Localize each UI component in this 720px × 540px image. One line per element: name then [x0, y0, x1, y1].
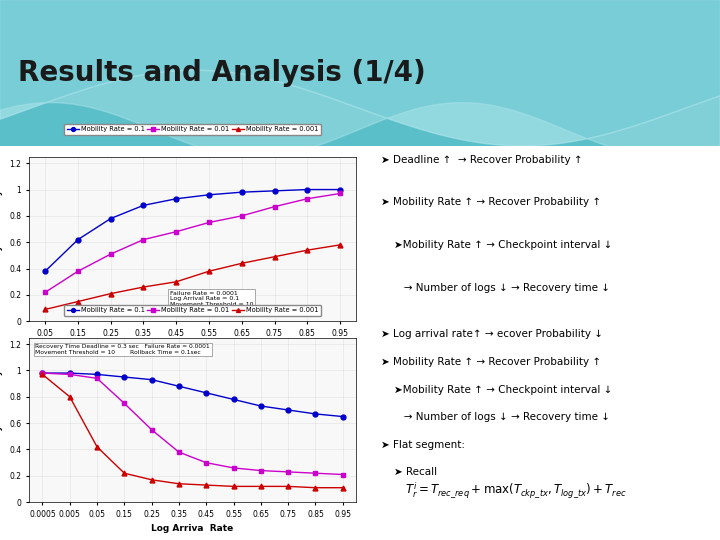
Mobility Rate = 0.001	[202, 482, 210, 488]
Mobility Rate = 0.01	[256, 467, 265, 474]
Polygon shape	[0, 146, 720, 540]
Mobility Rate = 0.1	[66, 370, 74, 376]
Mobility Rate = 0.001	[38, 371, 47, 377]
Mobility Rate = 0.01	[41, 289, 50, 295]
Text: ➤ Log arrival rate↑ → ecover Probability ↓: ➤ Log arrival rate↑ → ecover Probability…	[381, 329, 603, 339]
Mobility Rate = 0.1	[270, 187, 279, 194]
Mobility Rate = 0.001	[120, 470, 129, 476]
Mobility Rate = 0.01	[229, 465, 238, 471]
Mobility Rate = 0.001	[256, 483, 265, 490]
Mobility Rate = 0.1	[238, 189, 246, 195]
Mobility Rate = 0.1	[148, 376, 156, 383]
Mobility Rate = 0.01	[338, 471, 347, 478]
Mobility Rate = 0.01	[303, 195, 312, 202]
X-axis label: Recovery Time Deadline (sec): Recovery Time Deadline (sec)	[117, 343, 269, 353]
Mobility Rate = 0.01	[336, 190, 344, 197]
Text: → Number of logs ↓ → Recovery time ↓: → Number of logs ↓ → Recovery time ↓	[381, 412, 610, 422]
Mobility Rate = 0.001	[270, 253, 279, 260]
Mobility Rate = 0.01	[172, 228, 181, 235]
Text: ➤ Mobility Rate ↑ → Recover Probability ↑: ➤ Mobility Rate ↑ → Recover Probability …	[381, 198, 601, 207]
Mobility Rate = 0.01	[93, 375, 102, 382]
Text: Failure Rate = 0.0001
Log Arrival Rate = 0.1
Movement Threshold = 10
Rollback Ti: Failure Rate = 0.0001 Log Arrival Rate =…	[170, 291, 253, 313]
Mobility Rate = 0.1	[120, 374, 129, 380]
Mobility Rate = 0.1	[229, 396, 238, 403]
Mobility Rate = 0.001	[175, 481, 184, 487]
Mobility Rate = 0.001	[172, 279, 181, 285]
Mobility Rate = 0.1	[73, 237, 82, 243]
Mobility Rate = 0.001	[204, 268, 213, 274]
Line: Mobility Rate = 0.001: Mobility Rate = 0.001	[42, 242, 343, 312]
Mobility Rate = 0.001	[73, 298, 82, 305]
Mobility Rate = 0.001	[148, 477, 156, 483]
Mobility Rate = 0.1	[284, 407, 292, 413]
Line: Mobility Rate = 0.01: Mobility Rate = 0.01	[42, 191, 343, 295]
Mobility Rate = 0.001	[93, 444, 102, 450]
Text: ➤ Recall: ➤ Recall	[381, 468, 437, 477]
Text: ➤ Deadline ↑  → Recover Probability ↑: ➤ Deadline ↑ → Recover Probability ↑	[381, 155, 582, 165]
Mobility Rate = 0.01	[175, 449, 184, 455]
Text: ➤Mobility Rate ↑ → Checkpoint interval ↓: ➤Mobility Rate ↑ → Checkpoint interval ↓	[381, 384, 613, 395]
Mobility Rate = 0.01	[38, 370, 47, 376]
Mobility Rate = 0.001	[41, 306, 50, 313]
Mobility Rate = 0.1	[338, 413, 347, 420]
Mobility Rate = 0.001	[238, 260, 246, 267]
Mobility Rate = 0.1	[93, 371, 102, 377]
Mobility Rate = 0.001	[139, 284, 148, 291]
Mobility Rate = 0.1	[172, 195, 181, 202]
Mobility Rate = 0.001	[336, 241, 344, 248]
Mobility Rate = 0.1	[256, 403, 265, 409]
Mobility Rate = 0.001	[303, 247, 312, 253]
Line: Mobility Rate = 0.1: Mobility Rate = 0.1	[42, 187, 343, 274]
Line: Mobility Rate = 0.01: Mobility Rate = 0.01	[40, 370, 345, 477]
Legend: Mobility Rate = 0.1, Mobility Rate = 0.01, Mobility Rate = 0.001: Mobility Rate = 0.1, Mobility Rate = 0.0…	[64, 124, 321, 135]
Mobility Rate = 0.1	[336, 186, 344, 193]
Mobility Rate = 0.01	[73, 268, 82, 274]
Mobility Rate = 0.01	[284, 469, 292, 475]
Mobility Rate = 0.1	[175, 383, 184, 389]
Mobility Rate = 0.01	[139, 237, 148, 243]
Mobility Rate = 0.1	[204, 192, 213, 198]
Mobility Rate = 0.001	[229, 483, 238, 490]
Mobility Rate = 0.01	[270, 204, 279, 210]
Text: $T_r^i = T_{rec\_req} + \max(T_{ckp\_tx}, T_{log\_tx}) + T_{rec}$: $T_r^i = T_{rec\_req} + \max(T_{ckp\_tx}…	[405, 480, 626, 500]
Mobility Rate = 0.1	[202, 389, 210, 396]
Mobility Rate = 0.001	[338, 484, 347, 491]
Text: ➤ Mobility Rate ↑ → Recover Probability ↑: ➤ Mobility Rate ↑ → Recover Probability …	[381, 357, 601, 367]
Mobility Rate = 0.001	[311, 484, 320, 491]
Y-axis label: Recovery Probability: Recovery Probability	[0, 370, 4, 469]
Mobility Rate = 0.01	[120, 400, 129, 407]
Mobility Rate = 0.001	[107, 291, 115, 297]
Text: ➤ Flat segment:: ➤ Flat segment:	[381, 440, 465, 450]
Line: Mobility Rate = 0.001: Mobility Rate = 0.001	[40, 372, 345, 490]
Polygon shape	[0, 0, 720, 146]
Mobility Rate = 0.01	[202, 460, 210, 466]
Mobility Rate = 0.1	[139, 202, 148, 208]
Legend: Mobility Rate = 0.1, Mobility Rate = 0.01, Mobility Rate = 0.001: Mobility Rate = 0.1, Mobility Rate = 0.0…	[64, 305, 321, 316]
Mobility Rate = 0.01	[311, 470, 320, 476]
Mobility Rate = 0.1	[303, 186, 312, 193]
Mobility Rate = 0.1	[41, 268, 50, 274]
Mobility Rate = 0.01	[66, 371, 74, 377]
Mobility Rate = 0.01	[107, 251, 115, 258]
Text: Recovery Time Deadline = 0.3 sec   Failure Rate = 0.0001
Movement Threshold = 10: Recovery Time Deadline = 0.3 sec Failure…	[35, 344, 210, 355]
Text: → Number of logs ↓ → Recovery time ↓: → Number of logs ↓ → Recovery time ↓	[381, 283, 610, 293]
Mobility Rate = 0.1	[311, 411, 320, 417]
Mobility Rate = 0.01	[238, 213, 246, 219]
Text: Results and Analysis (1/4): Results and Analysis (1/4)	[18, 59, 426, 87]
X-axis label: Log Arriva  Rate: Log Arriva Rate	[151, 524, 234, 534]
Text: ➤Mobility Rate ↑ → Checkpoint interval ↓: ➤Mobility Rate ↑ → Checkpoint interval ↓	[381, 240, 613, 250]
Mobility Rate = 0.1	[38, 370, 47, 376]
Mobility Rate = 0.01	[148, 427, 156, 433]
Mobility Rate = 0.01	[204, 219, 213, 226]
Mobility Rate = 0.001	[66, 394, 74, 400]
Y-axis label: Recovery Probability: Recovery Probability	[0, 190, 4, 288]
Mobility Rate = 0.001	[284, 483, 292, 490]
Line: Mobility Rate = 0.1: Mobility Rate = 0.1	[40, 370, 345, 419]
Mobility Rate = 0.1	[107, 215, 115, 222]
